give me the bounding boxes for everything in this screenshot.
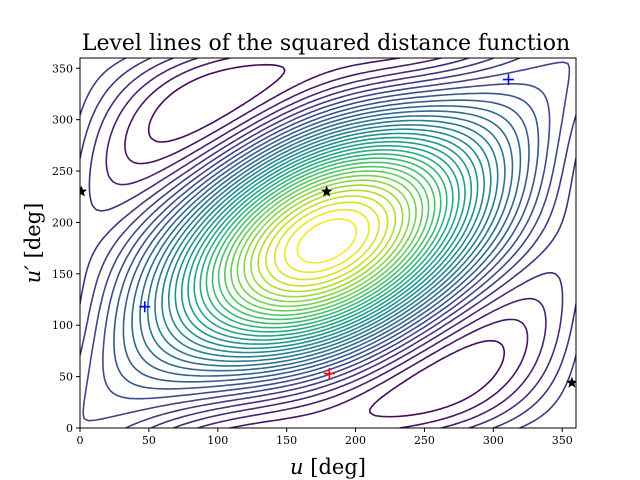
y-tick-label: 150 [52, 268, 73, 281]
x-tick-label: 200 [345, 434, 366, 447]
contour-level-line [146, 115, 506, 367]
x-axis-ticks: 0 50 100 150 200 250 300 350 [77, 428, 573, 447]
x-axis-unit: [deg] [310, 455, 366, 479]
saddle-star-marker [320, 185, 333, 197]
contour-level-line [224, 165, 430, 316]
saddle-star-marker [566, 376, 576, 388]
y-tick-label: 250 [52, 165, 73, 178]
contour-level-line [250, 184, 404, 298]
x-axis-label: u [deg] [290, 455, 366, 479]
contour-level-line [80, 58, 576, 428]
contour-lines [80, 58, 576, 428]
contour-level-line [265, 195, 389, 287]
contour-level-line [131, 105, 522, 377]
x-axis-var: u [290, 455, 304, 479]
contour-level-line [147, 63, 505, 418]
contour-level-line [180, 136, 473, 345]
contour-level-line [174, 132, 479, 350]
chart-title: Level lines of the squared distance func… [82, 31, 570, 56]
contour-level-line [82, 61, 571, 422]
contour-level-line [283, 208, 370, 273]
x-tick-label: 0 [77, 434, 84, 447]
y-axis-label: u′ [deg] [21, 203, 45, 284]
y-tick-label: 300 [52, 114, 73, 127]
critical-point-markers [80, 74, 576, 388]
y-axis-ticks: 0 50 100 150 200 250 300 350 [52, 62, 80, 435]
contour-level-line [139, 110, 514, 372]
contour-level-line [243, 179, 411, 303]
x-tick-label: 150 [276, 434, 297, 447]
y-axis-var: u′ [21, 265, 45, 284]
contour-level-line [113, 92, 540, 390]
global-maximum-plus-marker [323, 368, 335, 380]
y-tick-label: 200 [52, 216, 73, 229]
y-tick-label: 50 [59, 371, 73, 384]
contour-level-line [187, 140, 466, 341]
plot-frame [79, 57, 577, 429]
contour-level-line [217, 161, 436, 321]
contour-level-line [273, 201, 380, 281]
x-tick-label: 50 [142, 434, 156, 447]
contour-level-line [102, 83, 551, 400]
contour-level-line [154, 119, 499, 363]
contour-level-line [199, 149, 454, 333]
y-tick-label: 0 [66, 422, 73, 435]
y-tick-label: 100 [52, 319, 73, 332]
y-tick-label: 350 [52, 62, 73, 75]
x-tick-label: 250 [414, 434, 435, 447]
contour-level-line [80, 58, 576, 428]
x-tick-label: 100 [207, 434, 228, 447]
contour-level-line [236, 174, 417, 308]
contour-level-line [296, 218, 358, 264]
contour-level-line [205, 153, 448, 329]
contour-level-line [167, 128, 485, 354]
y-axis-unit: [deg] [21, 203, 45, 259]
x-tick-label: 300 [483, 434, 504, 447]
x-tick-label: 350 [552, 434, 573, 447]
local-minimum-plus-marker [502, 74, 514, 86]
saddle-star-marker [80, 185, 88, 197]
contour-level-line [161, 124, 492, 358]
contour-level-line [230, 170, 424, 312]
local-minimum-plus-marker [139, 301, 151, 313]
contour-level-line [122, 99, 530, 383]
contour-level-line [257, 189, 397, 293]
contour-level-line [193, 145, 460, 337]
contour-level-line [211, 157, 442, 325]
